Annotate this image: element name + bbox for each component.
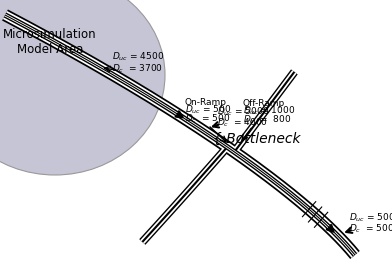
Text: Off-Ramp: Off-Ramp — [243, 99, 285, 108]
Text: On-Ramp: On-Ramp — [185, 98, 227, 107]
Text: $D_{uc}$ = 4500: $D_{uc}$ = 4500 — [113, 51, 165, 63]
Text: $D_{uc}$ = 5000: $D_{uc}$ = 5000 — [217, 106, 269, 118]
Ellipse shape — [0, 0, 165, 175]
Text: $D_{c}$  = 4000: $D_{c}$ = 4000 — [217, 116, 268, 129]
Text: $D_{uc}$ = 5000: $D_{uc}$ = 5000 — [349, 211, 392, 224]
Text: $D_{uc}$ = 1000: $D_{uc}$ = 1000 — [243, 105, 295, 117]
Text: Microsimulation
Model Area: Microsimulation Model Area — [3, 28, 97, 56]
Text: $D_{c}$  = 5000: $D_{c}$ = 5000 — [349, 222, 392, 235]
Text: $D_{c}$  = 3700: $D_{c}$ = 3700 — [113, 63, 163, 75]
Text: { Bottleneck: { Bottleneck — [213, 132, 301, 146]
Text: $D_{c}$  = 500: $D_{c}$ = 500 — [185, 113, 230, 125]
Text: $D_{uc}$ = 500: $D_{uc}$ = 500 — [185, 103, 232, 116]
Text: $D_{c}$  =  800: $D_{c}$ = 800 — [243, 114, 291, 126]
